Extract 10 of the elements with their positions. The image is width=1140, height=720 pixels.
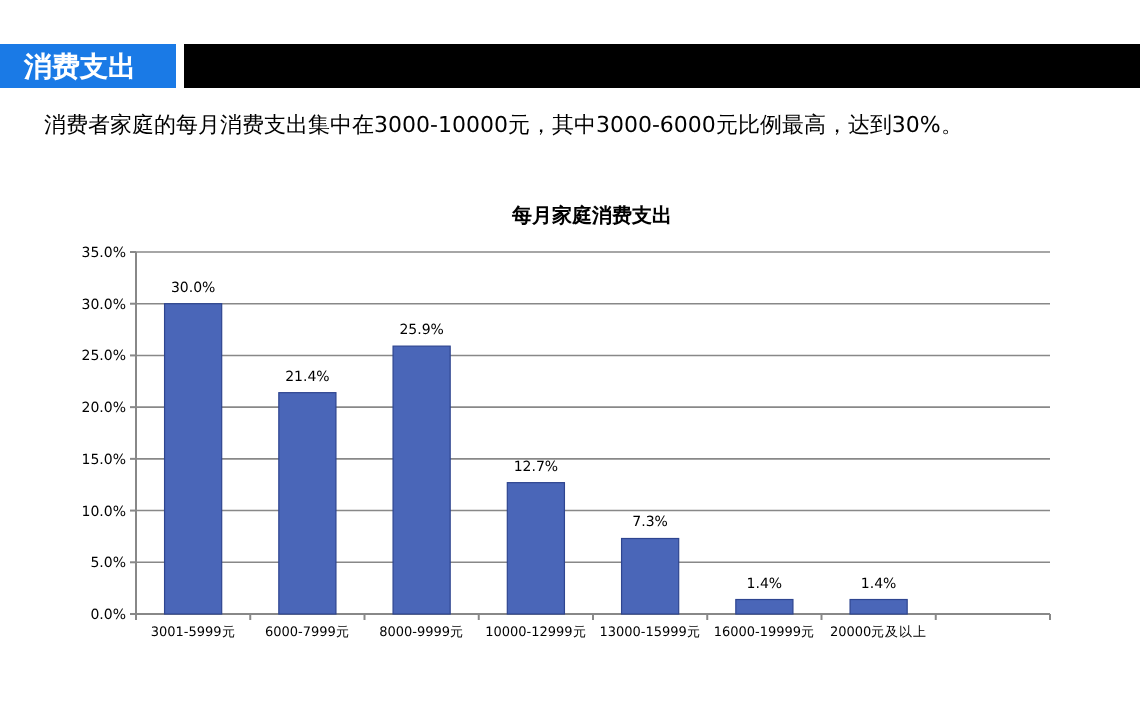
bar [849, 598, 908, 615]
bar [163, 303, 223, 615]
bar [735, 598, 794, 615]
bar [620, 537, 680, 615]
bar [392, 345, 451, 615]
bar [506, 482, 566, 615]
chart-title: 每月家庭消费支出 [510, 204, 672, 228]
bar [278, 392, 337, 615]
text: 消费支出 [22, 52, 136, 84]
chart-subtitle: 消费者家庭的每月消费支出集中在3000-10000元，其中3000-6000元比例最高，达到30%。 [44, 112, 963, 138]
